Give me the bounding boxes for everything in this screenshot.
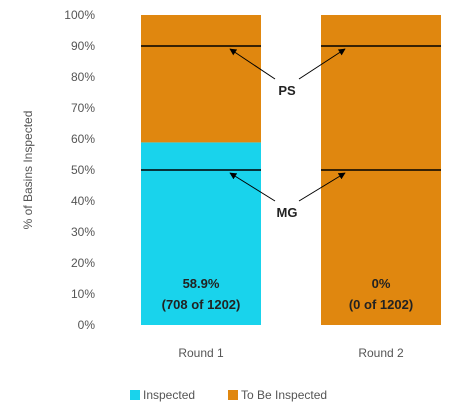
y-tick-label: 60% [71, 132, 95, 146]
x-axis-categories: Round 1 Round 2 [178, 346, 404, 360]
annotation-arrow [298, 48, 346, 80]
annotation-label-bg [273, 204, 301, 222]
legend-swatch-to-be-inspected [228, 390, 238, 400]
y-tick-label: 0% [78, 318, 96, 332]
y-tick-label: 50% [71, 163, 95, 177]
x-category-label: Round 2 [358, 346, 404, 360]
data-label-value: 0% [372, 276, 391, 291]
bar-inspected [141, 142, 261, 325]
annotation-label-bg [273, 82, 301, 100]
y-tick-label: 80% [71, 70, 95, 84]
y-axis-ticks: 0% 10% 20% 30% 40% 50% 60% 70% 80% 90% 100% [64, 8, 95, 332]
legend-swatch-inspected [130, 390, 140, 400]
annotation-arrow [229, 48, 276, 80]
legend: Inspected To Be Inspected [130, 388, 327, 402]
y-tick-label: 10% [71, 287, 95, 301]
reference-lines: PS MG [141, 45, 441, 222]
annotation-arrow [229, 172, 276, 202]
y-tick-label: 30% [71, 225, 95, 239]
legend-label-inspected: Inspected [143, 388, 195, 402]
legend-label-to-be-inspected: To Be Inspected [241, 388, 327, 402]
annotation-arrow [298, 172, 346, 202]
y-tick-label: 100% [64, 8, 95, 22]
y-tick-label: 40% [71, 194, 95, 208]
bar-to-be-inspected [141, 15, 261, 143]
y-tick-label: 20% [71, 256, 95, 270]
annotation-label-mg: MG [277, 205, 298, 220]
annotation-label-ps: PS [278, 83, 296, 98]
y-tick-label: 90% [71, 39, 95, 53]
data-label-value: 58.9% [183, 276, 220, 291]
data-labels: 58.9% (708 of 1202) 0% (0 of 1202) [162, 276, 414, 312]
data-label-count: (708 of 1202) [162, 297, 241, 312]
data-label-count: (0 of 1202) [349, 297, 413, 312]
y-tick-label: 70% [71, 101, 95, 115]
x-category-label: Round 1 [178, 346, 224, 360]
y-axis-title: % of Basins Inspected [21, 111, 35, 230]
